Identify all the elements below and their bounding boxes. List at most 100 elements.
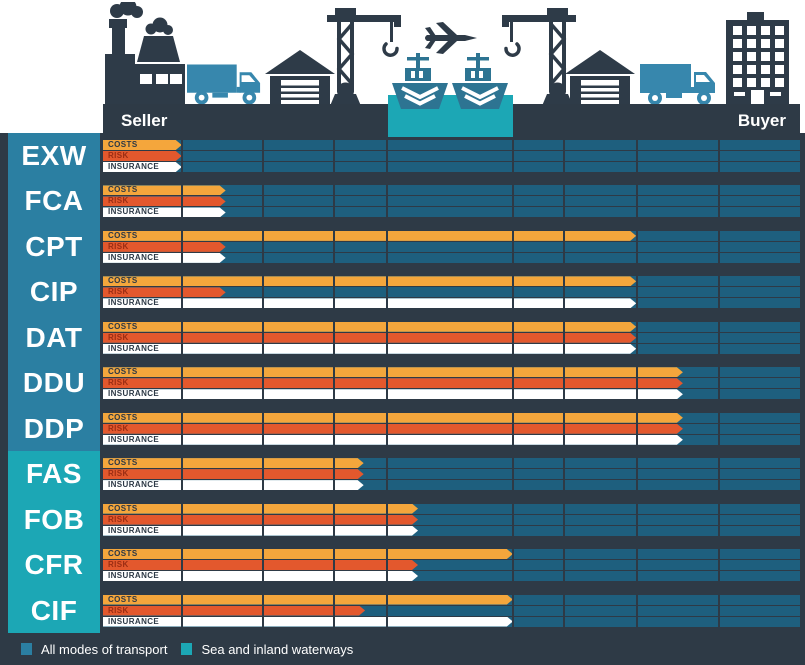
warehouse-icon — [565, 50, 635, 106]
costs-bar-label: COSTS — [108, 412, 138, 422]
insurance-lane: INSURANCE — [103, 480, 800, 491]
incoterm-label-ddu: DDU — [22, 367, 86, 399]
insurance-bar: INSURANCE — [103, 526, 418, 536]
costs-lane: COSTS — [103, 412, 800, 423]
risk-bar: RISK — [103, 287, 226, 297]
seller-label: Seller — [121, 111, 168, 130]
legend-swatch — [181, 643, 193, 655]
risk-lane: RISK — [103, 287, 800, 298]
legend: All modes of transport Sea and inland wa… — [0, 633, 805, 665]
plane-icon — [425, 22, 477, 54]
costs-bar-label: COSTS — [108, 458, 138, 468]
insurance-lane: INSURANCE — [103, 343, 800, 354]
risk-bar-label: RISK — [108, 287, 129, 297]
incoterm-label-ddp: DDP — [23, 412, 85, 444]
risk-lane: RISK — [103, 469, 800, 480]
insurance-lane: INSURANCE — [103, 571, 800, 582]
insurance-bar-label: INSURANCE — [108, 571, 160, 581]
insurance-bar: INSURANCE — [103, 435, 683, 445]
insurance-bar-label: INSURANCE — [108, 389, 160, 399]
insurance-bar: INSURANCE — [103, 162, 182, 172]
legend-label: Sea and inland waterways — [201, 641, 354, 657]
risk-bar: RISK — [103, 560, 418, 570]
insurance-bar: INSURANCE — [103, 571, 418, 581]
column-divider — [511, 138, 514, 628]
insurance-bar: INSURANCE — [103, 253, 226, 263]
warehouse-icon — [265, 50, 335, 106]
risk-lane: RISK — [103, 423, 800, 434]
column-divider — [562, 138, 565, 628]
insurance-bar-label: INSURANCE — [108, 343, 160, 353]
risk-bar: RISK — [103, 469, 364, 479]
risk-bar: RISK — [103, 515, 418, 525]
truck-icon — [640, 64, 715, 105]
insurance-lane: INSURANCE — [103, 162, 800, 172]
column-divider — [635, 138, 638, 628]
insurance-lane: INSURANCE — [103, 298, 800, 309]
risk-bar-label: RISK — [108, 605, 129, 615]
insurance-lane: INSURANCE — [103, 207, 800, 218]
costs-bar-label: COSTS — [108, 185, 138, 195]
insurance-bar-label: INSURANCE — [108, 162, 160, 171]
risk-lane: RISK — [103, 332, 800, 343]
sidebar-section-all-modes — [8, 133, 100, 451]
costs-lane: COSTS — [103, 321, 800, 332]
insurance-lane: INSURANCE — [103, 389, 800, 400]
building-icon — [726, 12, 789, 106]
insurance-lane: INSURANCE — [103, 616, 800, 627]
risk-bar-label: RISK — [108, 151, 129, 160]
costs-bar-label: COSTS — [108, 321, 138, 331]
incoterm-label-cfr: CFR — [24, 549, 84, 581]
column-divider — [262, 138, 265, 628]
costs-bar-label: COSTS — [108, 276, 138, 286]
incoterm-label-exw: EXW — [21, 140, 87, 171]
costs-bar-label: COSTS — [108, 367, 138, 377]
incoterm-label-dat: DAT — [25, 321, 83, 353]
costs-bar: COSTS — [103, 185, 226, 195]
costs-bar-label: COSTS — [108, 230, 138, 240]
incoterm-label-fob: FOB — [23, 503, 85, 535]
column-divider — [385, 138, 388, 628]
risk-bar-label: RISK — [108, 332, 129, 342]
costs-lane: COSTS — [103, 503, 800, 514]
costs-bar: COSTS — [103, 322, 636, 332]
costs-bar-label: COSTS — [108, 549, 138, 559]
costs-bar: COSTS — [103, 367, 683, 377]
legend-label: All modes of transport — [41, 641, 168, 657]
costs-bar: COSTS — [103, 231, 636, 241]
column-divider — [180, 138, 183, 628]
risk-bar-label: RISK — [108, 469, 129, 479]
costs-lane: COSTS — [103, 594, 800, 605]
insurance-lane: INSURANCE — [103, 252, 800, 263]
costs-bar: COSTS — [103, 140, 182, 150]
costs-bar: COSTS — [103, 549, 513, 559]
insurance-bar: INSURANCE — [103, 389, 683, 399]
insurance-bar-label: INSURANCE — [108, 434, 160, 444]
ship-icon — [392, 53, 448, 109]
incoterm-sidebar: EXW FCA CPT CIP DAT DDU DDP FAS FOB CFR CIF — [8, 133, 100, 633]
insurance-bar-label: INSURANCE — [108, 207, 160, 217]
risk-lane: RISK — [103, 605, 800, 616]
factory-icon — [105, 2, 185, 106]
risk-bar: RISK — [103, 242, 226, 252]
costs-lane: COSTS — [103, 230, 800, 241]
risk-lane: RISK — [103, 241, 800, 252]
risk-bar-label: RISK — [108, 378, 129, 388]
chart-board: EXW FCA CPT CIP DAT DDU DDP FAS FOB CFR CIF COSTS R… — [0, 133, 805, 665]
column-divider — [718, 138, 721, 628]
insurance-bar-label: INSURANCE — [108, 252, 160, 262]
buyer-label: Buyer — [737, 111, 786, 130]
costs-bar: COSTS — [103, 413, 683, 423]
costs-lane: COSTS — [103, 140, 800, 150]
legend-item: Sea and inland waterways — [181, 642, 353, 657]
risk-bar-label: RISK — [108, 560, 129, 570]
legend-item: All modes of transport — [21, 642, 167, 657]
costs-bar-label: COSTS — [108, 140, 138, 149]
incoterm-label-cip: CIP — [29, 276, 79, 308]
insurance-lane: INSURANCE — [103, 434, 800, 445]
insurance-bar: INSURANCE — [103, 344, 636, 354]
insurance-bar: INSURANCE — [103, 298, 636, 308]
costs-bar-label: COSTS — [108, 503, 138, 513]
costs-lane: COSTS — [103, 549, 800, 560]
incoterm-label-fca: FCA — [24, 185, 84, 217]
